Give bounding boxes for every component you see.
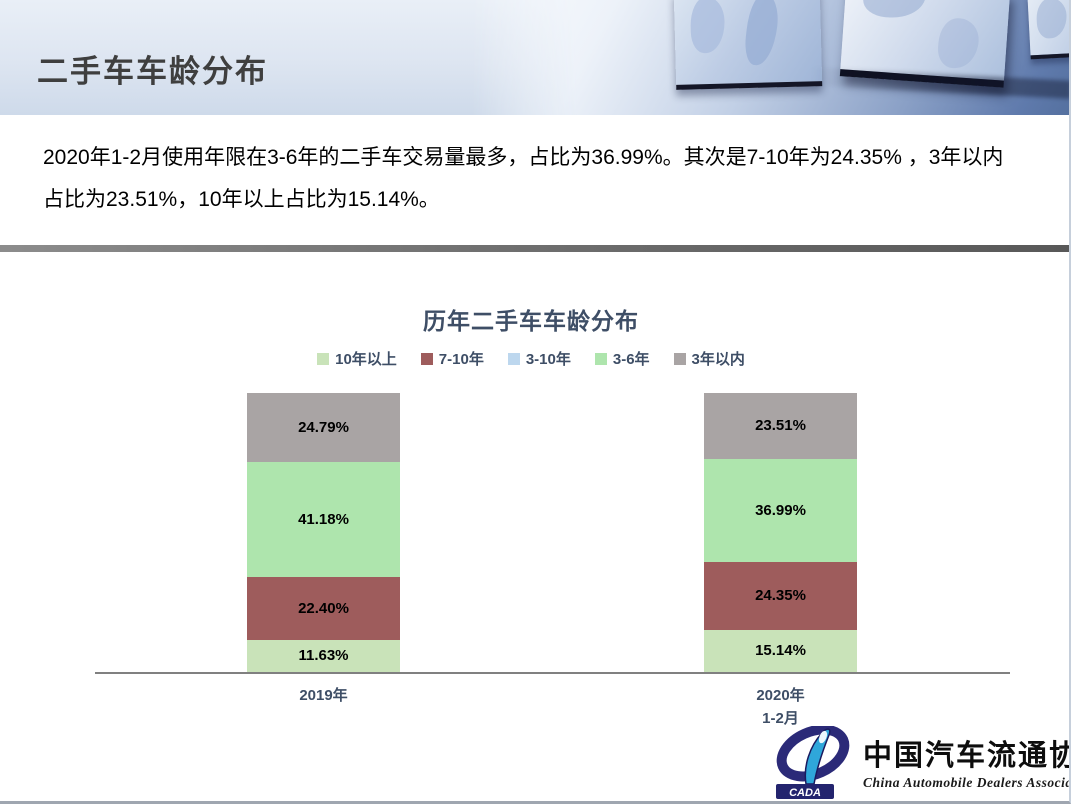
legend-swatch-icon bbox=[507, 352, 520, 365]
legend-swatch-icon bbox=[594, 352, 607, 365]
age-distribution-chart: 历年二手车车龄分布 10年以上 7-10年 3-10年 3-6年 3年以内 24.79%… bbox=[0, 280, 1069, 730]
legend-item: 3-6年 bbox=[594, 348, 650, 369]
legend-label: 3-6年 bbox=[612, 351, 650, 368]
legend-label: 7-10年 bbox=[438, 351, 484, 368]
bar-segment-value: 36.99% bbox=[755, 501, 806, 519]
bar-segment: 15.14% bbox=[704, 629, 857, 672]
bar-segment: 36.99% bbox=[704, 458, 857, 562]
bar-segment-value: 11.63% bbox=[298, 647, 349, 665]
header-cubes-image bbox=[471, 0, 1069, 115]
legend-item: 10年以上 bbox=[317, 348, 397, 369]
bar-segment-value: 24.35% bbox=[755, 587, 806, 605]
bar-segment-value: 23.51% bbox=[755, 417, 806, 435]
cada-logo: CADA 中国汽车流通协会 China Automobile Dealers A… bbox=[775, 726, 1069, 800]
header: 二手车车龄分布 bbox=[0, 0, 1069, 115]
bar-segment-value: 24.79% bbox=[298, 419, 349, 437]
legend-swatch-icon bbox=[673, 352, 686, 365]
logo-name-en: China Automobile Dealers Association bbox=[863, 775, 1069, 790]
chart-title: 历年二手车车龄分布 bbox=[423, 308, 639, 334]
bar-segment: 11.63% bbox=[247, 639, 400, 672]
legend-item: 7-10年 bbox=[420, 348, 484, 369]
bar-segment: 24.79% bbox=[247, 393, 400, 463]
legend-swatch-icon bbox=[317, 352, 330, 365]
stacked-bar-2019: 24.79% 41.18% 22.40% 11.63% bbox=[247, 393, 400, 672]
bar-segment: 24.35% bbox=[704, 561, 857, 630]
bar-segment-value: 41.18% bbox=[298, 511, 349, 529]
chart-plot-area: 24.79% 41.18% 22.40% 11.63% 23.51% 36.99% 24.… bbox=[95, 393, 1010, 727]
summary-text: 2020年1-2月使用年限在3-6年的二手车交易量最多，占比为36.99%。其次… bbox=[43, 146, 1004, 211]
legend-label: 3-10年 bbox=[525, 351, 571, 368]
divider-bar bbox=[0, 245, 1069, 252]
bar-segment: 23.51% bbox=[704, 393, 857, 459]
legend-swatch-icon bbox=[420, 352, 433, 365]
x-axis-label-2020: 2020年 1-2月 bbox=[756, 687, 805, 727]
bar-segment: 22.40% bbox=[247, 577, 400, 640]
legend-item: 3-10年 bbox=[507, 348, 571, 369]
logo-name-zh: 中国汽车流通协会 bbox=[863, 740, 1069, 772]
legend-item: 3年以内 bbox=[673, 348, 745, 369]
cada-emblem-icon: CADA bbox=[776, 726, 850, 799]
page-title: 二手车车龄分布 bbox=[37, 54, 268, 89]
legend-label: 3年以内 bbox=[691, 351, 745, 368]
legend-label: 10年以上 bbox=[335, 351, 397, 368]
chart-legend: 10年以上 7-10年 3-10年 3-6年 3年以内 bbox=[0, 348, 1062, 369]
bar-segment-value: 15.14% bbox=[755, 642, 806, 660]
x-axis-label-2019: 2019年 bbox=[299, 687, 348, 704]
stacked-bar-2020: 23.51% 36.99% 24.35% 15.14% bbox=[704, 393, 857, 672]
bar-segment-value: 22.40% bbox=[298, 599, 349, 617]
globe-cube-graphic bbox=[673, 0, 823, 90]
cada-acronym: CADA bbox=[789, 787, 821, 799]
bar-segment: 41.18% bbox=[247, 462, 400, 578]
logo-text: 中国汽车流通协会 China Automobile Dealers Associ… bbox=[863, 726, 1069, 791]
globe-cube-graphic bbox=[1027, 0, 1069, 60]
